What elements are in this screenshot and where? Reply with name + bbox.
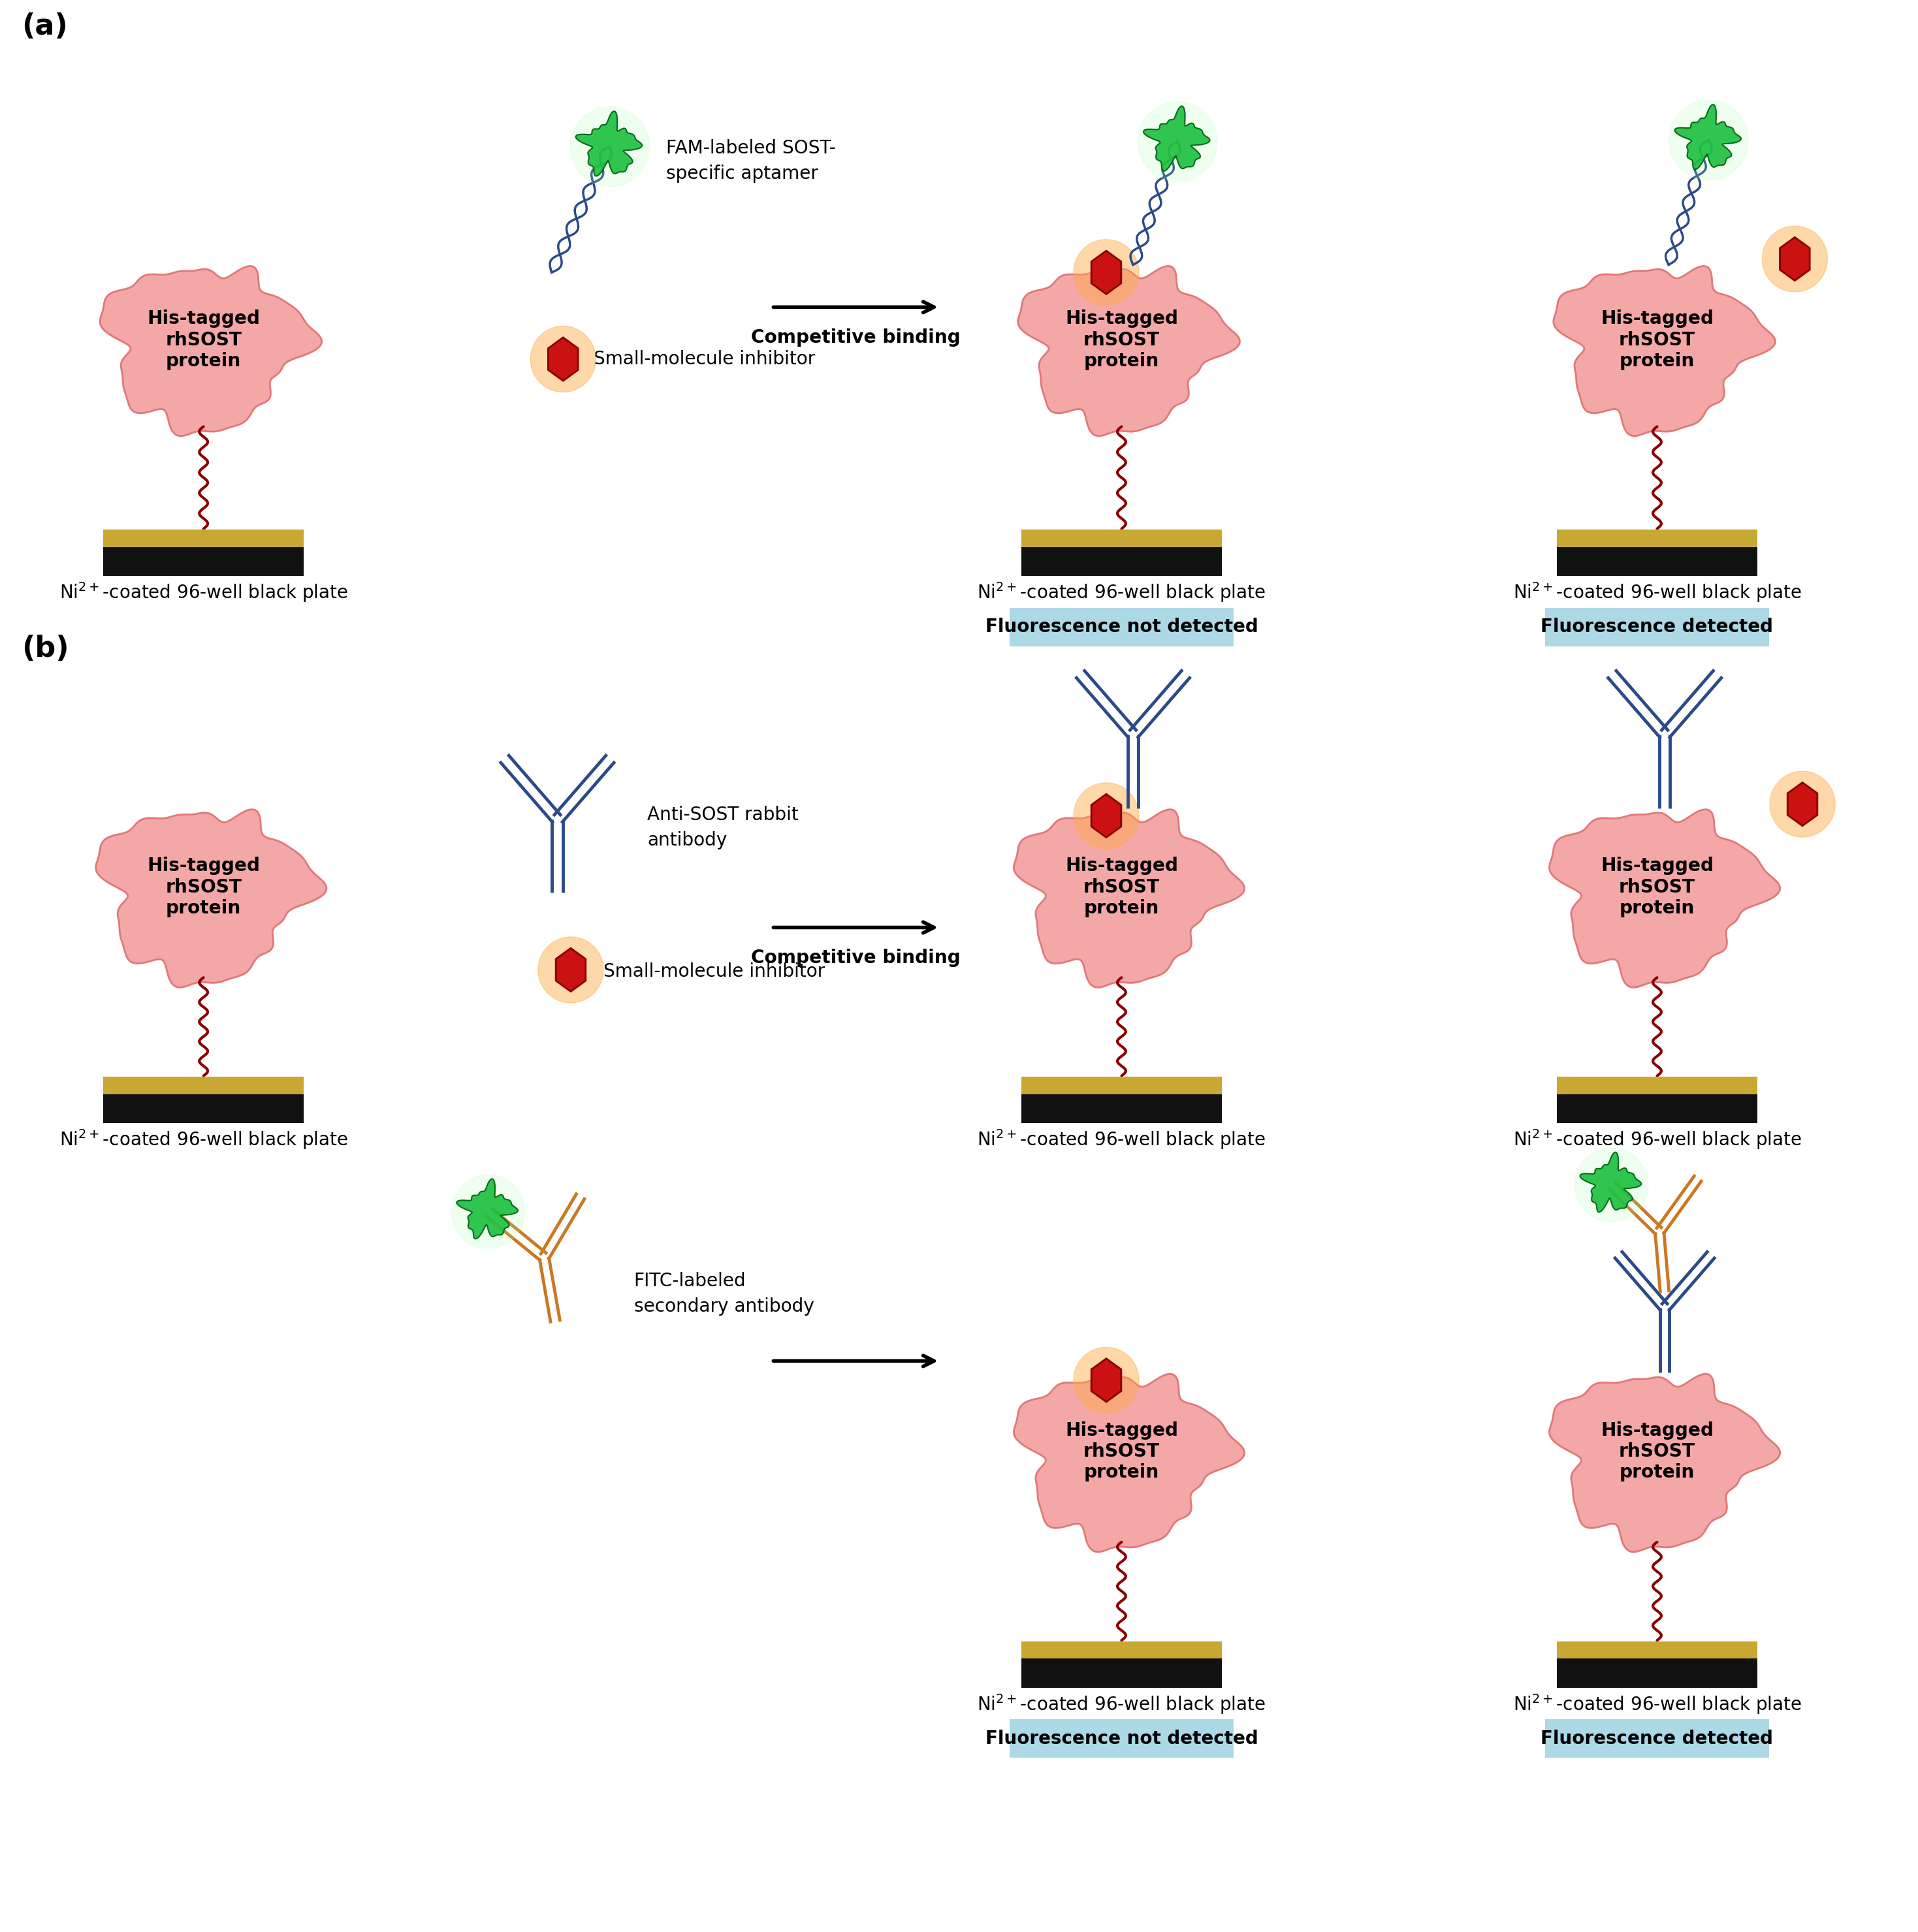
FancyBboxPatch shape <box>1020 1658 1222 1687</box>
Polygon shape <box>1091 1358 1122 1403</box>
Text: Ni$^{2+}$-coated 96-well black plate: Ni$^{2+}$-coated 96-well black plate <box>1513 1128 1801 1151</box>
Text: (b): (b) <box>21 634 69 663</box>
FancyBboxPatch shape <box>1009 1719 1233 1758</box>
Circle shape <box>1575 1148 1648 1223</box>
FancyBboxPatch shape <box>104 529 303 549</box>
Polygon shape <box>1015 810 1245 987</box>
Polygon shape <box>549 338 577 381</box>
FancyBboxPatch shape <box>1020 1094 1222 1122</box>
Text: Anti-SOST rabbit
antibody: Anti-SOST rabbit antibody <box>646 806 798 850</box>
Text: Ni$^{2+}$-coated 96-well black plate: Ni$^{2+}$-coated 96-well black plate <box>978 1128 1266 1151</box>
Text: His-tagged
rhSOST
protein: His-tagged rhSOST protein <box>148 856 261 918</box>
Circle shape <box>1074 782 1139 848</box>
Circle shape <box>1770 771 1836 837</box>
FancyBboxPatch shape <box>1557 1658 1757 1687</box>
Text: Small-molecule inhibitor: Small-molecule inhibitor <box>595 350 815 369</box>
Circle shape <box>1763 226 1828 292</box>
FancyBboxPatch shape <box>1020 547 1222 576</box>
Circle shape <box>1074 1347 1139 1412</box>
Polygon shape <box>1554 267 1776 437</box>
FancyBboxPatch shape <box>1557 529 1757 549</box>
Text: His-tagged
rhSOST
protein: His-tagged rhSOST protein <box>1064 856 1178 918</box>
Polygon shape <box>1091 251 1122 294</box>
FancyBboxPatch shape <box>1546 609 1768 645</box>
Polygon shape <box>556 949 585 991</box>
Circle shape <box>1669 100 1749 180</box>
Text: Ni$^{2+}$-coated 96-well black plate: Ni$^{2+}$-coated 96-well black plate <box>1513 1692 1801 1716</box>
Text: Competitive binding: Competitive binding <box>752 949 961 966</box>
FancyBboxPatch shape <box>1020 1076 1222 1095</box>
Polygon shape <box>1143 106 1210 170</box>
Text: Ni$^{2+}$-coated 96-well black plate: Ni$^{2+}$-coated 96-well black plate <box>978 1692 1266 1716</box>
FancyBboxPatch shape <box>1020 1642 1222 1660</box>
Polygon shape <box>1580 1151 1642 1211</box>
Circle shape <box>1074 240 1139 305</box>
FancyBboxPatch shape <box>1557 547 1757 576</box>
Text: Small-molecule inhibitor: Small-molecule inhibitor <box>604 962 825 981</box>
Polygon shape <box>1780 238 1811 280</box>
Text: His-tagged
rhSOST
protein: His-tagged rhSOST protein <box>1602 309 1713 371</box>
FancyBboxPatch shape <box>1546 1719 1768 1758</box>
Polygon shape <box>1788 782 1818 825</box>
Polygon shape <box>456 1179 518 1238</box>
Text: Ni$^{2+}$-coated 96-well black plate: Ni$^{2+}$-coated 96-well black plate <box>1513 582 1801 605</box>
Circle shape <box>1137 102 1218 182</box>
FancyBboxPatch shape <box>1557 1642 1757 1660</box>
Polygon shape <box>575 112 643 176</box>
FancyBboxPatch shape <box>1020 529 1222 549</box>
Polygon shape <box>1550 1374 1780 1551</box>
Circle shape <box>539 937 604 1003</box>
Text: His-tagged
rhSOST
protein: His-tagged rhSOST protein <box>1602 1422 1713 1482</box>
Text: His-tagged
rhSOST
protein: His-tagged rhSOST protein <box>1064 309 1178 371</box>
Polygon shape <box>96 810 326 987</box>
Polygon shape <box>100 267 322 437</box>
FancyBboxPatch shape <box>1557 1094 1757 1122</box>
Polygon shape <box>1015 1374 1245 1551</box>
Polygon shape <box>1674 104 1742 170</box>
Polygon shape <box>1018 267 1239 437</box>
Polygon shape <box>1091 794 1122 837</box>
Text: Ni$^{2+}$-coated 96-well black plate: Ni$^{2+}$-coated 96-well black plate <box>59 582 347 605</box>
Text: Fluorescence not detected: Fluorescence not detected <box>986 618 1258 636</box>
Text: Ni$^{2+}$-coated 96-well black plate: Ni$^{2+}$-coated 96-well black plate <box>978 582 1266 605</box>
Circle shape <box>531 327 596 392</box>
Circle shape <box>570 106 650 187</box>
Polygon shape <box>1550 810 1780 987</box>
FancyBboxPatch shape <box>104 1094 303 1122</box>
Text: Fluorescence detected: Fluorescence detected <box>1540 1729 1774 1748</box>
FancyBboxPatch shape <box>1009 609 1233 645</box>
FancyBboxPatch shape <box>104 547 303 576</box>
FancyBboxPatch shape <box>104 1076 303 1095</box>
Text: Competitive binding: Competitive binding <box>752 328 961 346</box>
Text: His-tagged
rhSOST
protein: His-tagged rhSOST protein <box>1064 1422 1178 1482</box>
Text: (a): (a) <box>21 12 67 41</box>
Circle shape <box>451 1175 526 1248</box>
Text: FITC-labeled
secondary antibody: FITC-labeled secondary antibody <box>633 1271 813 1316</box>
Text: Ni$^{2+}$-coated 96-well black plate: Ni$^{2+}$-coated 96-well black plate <box>59 1128 347 1151</box>
FancyBboxPatch shape <box>1557 1076 1757 1095</box>
Text: His-tagged
rhSOST
protein: His-tagged rhSOST protein <box>148 309 261 371</box>
Text: Fluorescence not detected: Fluorescence not detected <box>986 1729 1258 1748</box>
Text: FAM-labeled SOST-
specific aptamer: FAM-labeled SOST- specific aptamer <box>666 139 836 182</box>
Text: Fluorescence detected: Fluorescence detected <box>1540 618 1774 636</box>
Text: His-tagged
rhSOST
protein: His-tagged rhSOST protein <box>1602 856 1713 918</box>
